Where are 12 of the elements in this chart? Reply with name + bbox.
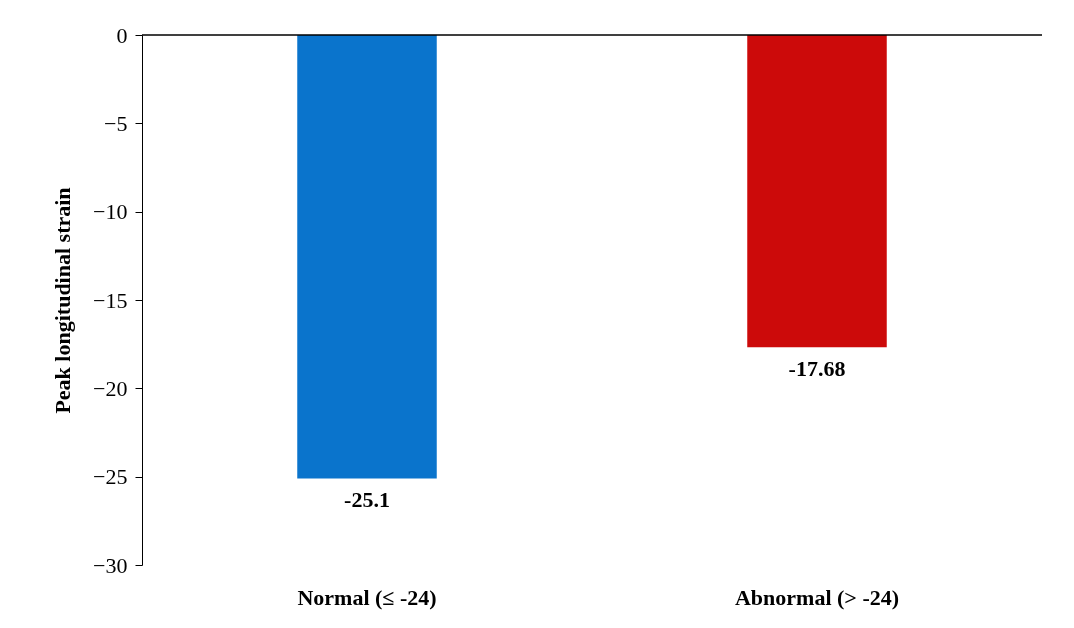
x-tick-label: Normal (≤ -24) <box>297 584 437 610</box>
y-tick-label: −10 <box>93 199 128 225</box>
data-label: -25.1 <box>344 487 390 513</box>
y-tick-label: −15 <box>93 287 128 313</box>
y-tick-label: −30 <box>93 552 128 578</box>
y-tick-label: −25 <box>93 464 128 490</box>
y-tick-label: −5 <box>104 110 128 136</box>
data-label: -17.68 <box>788 356 846 382</box>
x-tick-label: Abnormal (> -24) <box>734 584 900 610</box>
y-tick-label: −20 <box>93 375 128 401</box>
y-tick-label: 0 <box>116 22 128 48</box>
y-axis-title: Peak longitudinal strain <box>50 187 76 414</box>
